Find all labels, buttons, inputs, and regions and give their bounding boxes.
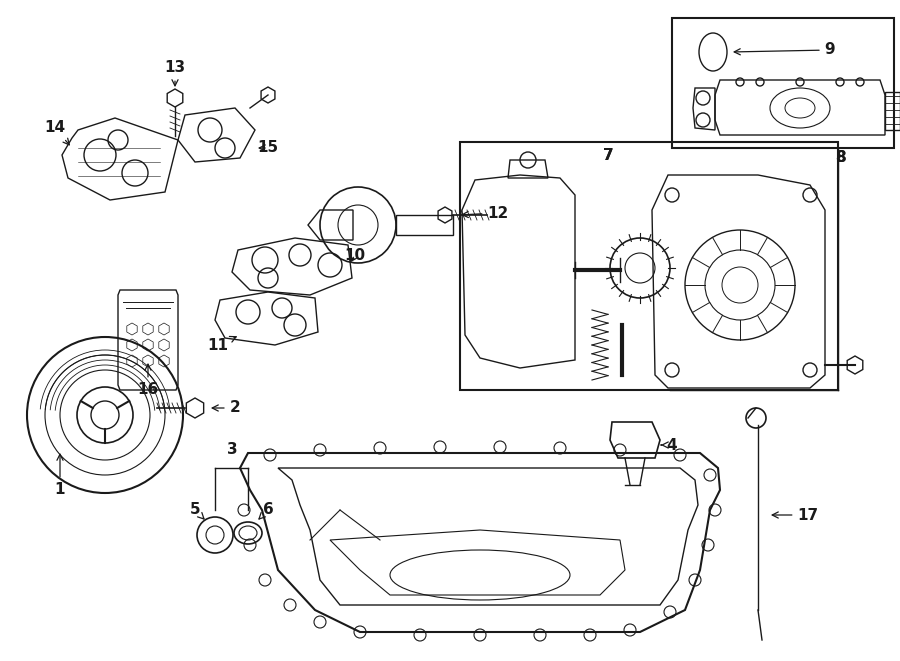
Text: 16: 16 — [138, 364, 158, 397]
Text: 7: 7 — [603, 147, 613, 163]
Text: 5: 5 — [190, 502, 204, 519]
Text: 8: 8 — [834, 151, 845, 165]
Text: 8: 8 — [834, 151, 845, 165]
Text: 3: 3 — [227, 442, 238, 457]
Text: 17: 17 — [772, 508, 819, 522]
Text: 12: 12 — [463, 206, 508, 221]
Text: 11: 11 — [208, 336, 236, 352]
Text: 10: 10 — [345, 247, 365, 262]
Text: 4: 4 — [662, 438, 678, 453]
Text: 13: 13 — [165, 61, 185, 86]
Bar — [672, 18, 894, 148]
Text: 15: 15 — [257, 141, 279, 155]
Text: 14: 14 — [44, 120, 69, 145]
Text: 9: 9 — [734, 42, 835, 58]
Text: 1: 1 — [55, 454, 65, 498]
Bar — [460, 142, 838, 390]
Text: 6: 6 — [259, 502, 274, 519]
Text: 7: 7 — [603, 147, 613, 163]
Text: 2: 2 — [212, 401, 240, 416]
